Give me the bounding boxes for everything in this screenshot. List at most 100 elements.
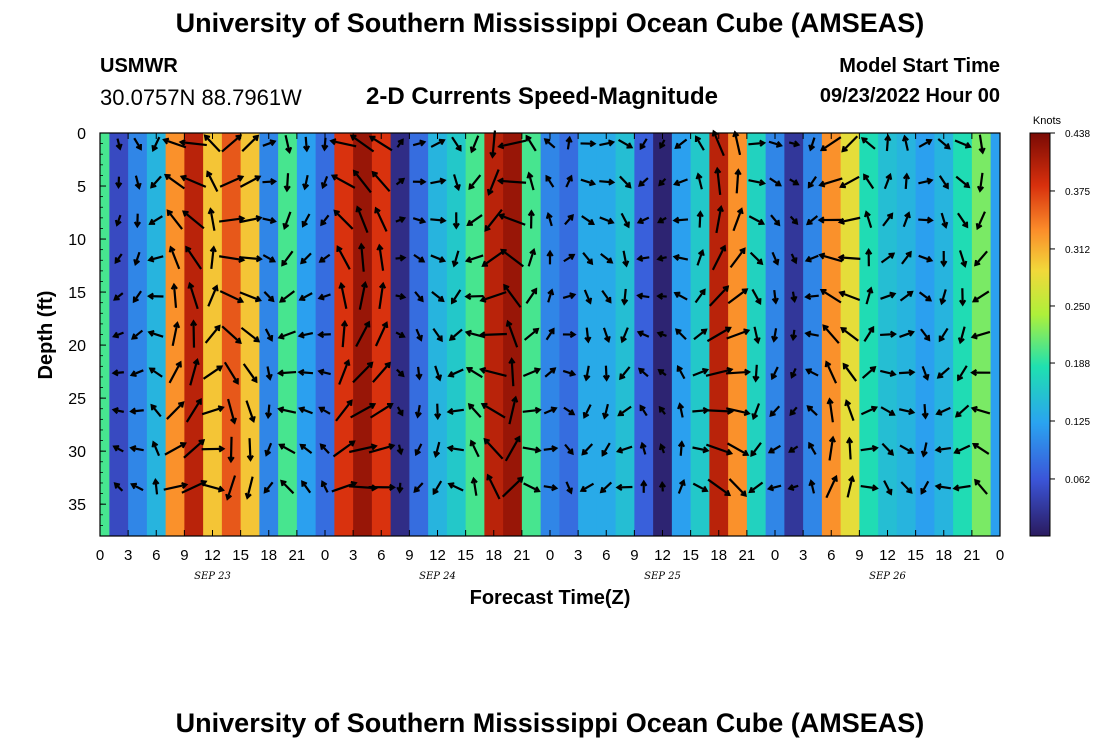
current-arrow <box>188 283 199 310</box>
current-arrow <box>860 484 877 490</box>
current-arrow-head <box>639 143 646 151</box>
x-tick-label: 3 <box>799 547 807 564</box>
current-arrow <box>466 254 484 262</box>
current-arrow <box>921 365 929 380</box>
current-arrow-head <box>216 365 224 372</box>
current-arrow-head <box>934 445 942 454</box>
x-tick-label: 3 <box>574 547 582 564</box>
current-arrow <box>954 139 971 148</box>
current-arrow <box>181 480 207 494</box>
current-arrow-head <box>606 257 614 264</box>
current-arrow-head <box>469 146 477 154</box>
current-arrow-head <box>789 409 796 417</box>
current-arrow-head <box>970 369 978 377</box>
current-arrow <box>808 175 817 188</box>
current-arrow-head <box>824 360 832 368</box>
current-arrow <box>692 409 708 413</box>
current-arrow-head <box>658 480 667 488</box>
current-arrow-head <box>547 288 555 296</box>
current-arrow-head <box>954 411 962 418</box>
current-arrow <box>304 136 308 151</box>
current-arrow <box>467 214 483 226</box>
current-arrow-head <box>726 366 734 374</box>
current-arrow-head <box>416 334 423 342</box>
current-arrow <box>378 245 385 271</box>
current-arrow-head <box>298 406 306 414</box>
x-tick-label: 21 <box>964 547 981 564</box>
current-arrow <box>842 363 858 382</box>
current-arrow-head <box>386 402 394 410</box>
current-arrow-head <box>568 409 576 416</box>
current-arrow-head <box>583 374 591 382</box>
y-tick-label: 25 <box>68 391 86 408</box>
current-arrow-head <box>505 319 513 327</box>
current-arrow-head <box>464 256 472 264</box>
current-arrow-head <box>808 144 816 152</box>
current-arrow <box>726 329 749 340</box>
current-arrow <box>303 174 309 189</box>
current-arrow-head <box>953 447 961 455</box>
current-arrow-head <box>940 260 948 268</box>
current-arrow-head <box>389 483 396 491</box>
current-arrow-head <box>508 357 516 365</box>
current-arrow-head <box>173 321 181 329</box>
current-arrow <box>732 208 743 232</box>
current-arrow-head <box>436 335 443 343</box>
current-arrow-head <box>617 410 624 417</box>
colorbar-tick-label: 0.125 <box>1065 417 1090 428</box>
current-arrow <box>183 439 205 459</box>
current-arrow <box>839 291 861 302</box>
current-arrow-head <box>839 181 846 189</box>
current-arrow-head <box>787 484 795 491</box>
current-arrow-head <box>468 183 475 191</box>
current-arrow <box>501 476 524 498</box>
current-arrow <box>828 399 834 423</box>
current-arrow <box>581 443 594 455</box>
x-tick-label: 0 <box>996 547 1004 564</box>
current-arrow <box>543 447 557 451</box>
current-arrow-head <box>129 370 137 378</box>
current-arrow-head <box>616 446 624 454</box>
x-tick-label: 15 <box>232 547 249 564</box>
current-arrow-head <box>147 292 154 300</box>
x-tick-label: 9 <box>405 547 413 564</box>
current-arrow <box>239 256 261 261</box>
current-arrow <box>299 371 314 375</box>
current-arrow-head <box>902 172 911 180</box>
current-arrow-head <box>673 291 681 299</box>
current-arrow-head <box>964 142 972 149</box>
current-arrow <box>955 175 970 188</box>
current-arrow <box>131 369 144 377</box>
current-arrow <box>264 328 273 341</box>
y-axis-label: Depth (ft) <box>35 291 57 380</box>
current-arrow <box>430 254 445 262</box>
current-arrow-head <box>888 409 896 416</box>
current-arrow-head <box>369 402 377 410</box>
current-arrow <box>726 407 749 415</box>
current-arrow-head <box>806 405 814 412</box>
current-arrow <box>583 404 592 418</box>
current-arrow-head <box>414 411 422 419</box>
current-arrow-head <box>926 177 934 185</box>
current-arrow-head <box>804 330 812 338</box>
current-arrow-head <box>868 325 875 333</box>
y-tick-label: 0 <box>77 126 86 143</box>
current-arrow-head <box>640 479 648 487</box>
current-arrow <box>545 328 555 341</box>
current-arrow-head <box>320 480 328 488</box>
current-arrow <box>728 478 747 497</box>
current-arrow <box>436 403 439 419</box>
current-arrow <box>674 218 689 222</box>
current-arrow <box>207 285 218 307</box>
current-arrow <box>486 474 501 500</box>
current-arrow-head <box>368 135 376 142</box>
current-arrow-head <box>396 486 404 494</box>
current-arrow-head <box>695 172 703 180</box>
current-arrow-head <box>551 484 559 492</box>
current-arrow-head <box>775 140 783 148</box>
current-arrow-head <box>838 290 846 298</box>
current-arrow <box>883 480 892 495</box>
current-arrow-head <box>601 450 608 457</box>
current-arrow-head <box>318 256 326 263</box>
current-arrow-head <box>743 409 751 417</box>
